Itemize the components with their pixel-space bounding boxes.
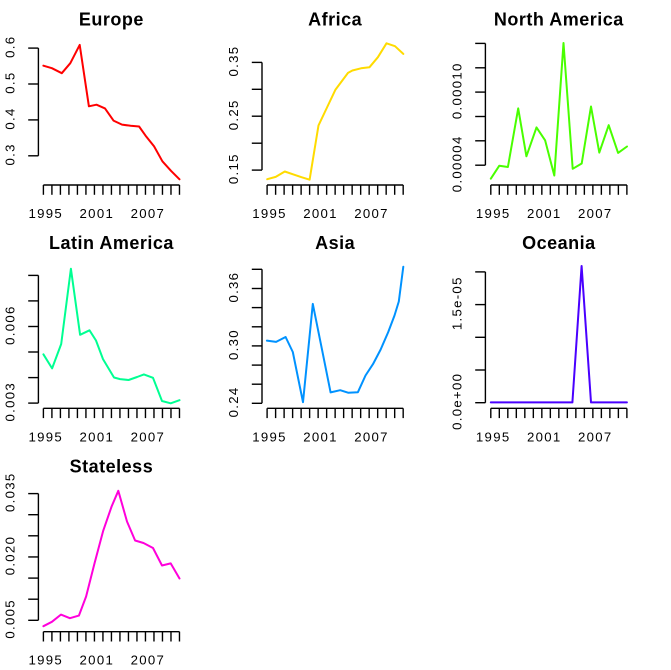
svg-text:2007: 2007 — [131, 206, 166, 221]
svg-text:0.30: 0.30 — [226, 329, 241, 360]
svg-text:Asia: Asia — [315, 233, 356, 253]
svg-text:0.24: 0.24 — [226, 386, 241, 417]
svg-text:Stateless: Stateless — [70, 456, 154, 476]
svg-text:0.36: 0.36 — [226, 272, 241, 303]
svg-text:2007: 2007 — [354, 429, 389, 444]
svg-text:2007: 2007 — [354, 206, 389, 221]
svg-text:2001: 2001 — [80, 206, 115, 221]
svg-text:North America: North America — [494, 10, 624, 30]
svg-text:0.00004: 0.00004 — [449, 135, 464, 192]
svg-text:1995: 1995 — [252, 206, 287, 221]
svg-text:0.6: 0.6 — [2, 36, 17, 58]
svg-text:Oceania: Oceania — [522, 233, 596, 253]
svg-text:1995: 1995 — [29, 653, 64, 668]
svg-text:0.035: 0.035 — [2, 472, 17, 512]
svg-text:1.5e-05: 1.5e-05 — [449, 276, 464, 330]
svg-text:0.020: 0.020 — [2, 536, 17, 576]
svg-text:0.4: 0.4 — [2, 107, 17, 129]
svg-text:1995: 1995 — [252, 429, 287, 444]
svg-text:Africa: Africa — [308, 10, 363, 30]
svg-text:Latin America: Latin America — [49, 233, 174, 253]
svg-text:2007: 2007 — [131, 429, 166, 444]
svg-text:0.25: 0.25 — [226, 99, 241, 130]
svg-text:0.15: 0.15 — [226, 153, 241, 184]
svg-text:Europe: Europe — [79, 10, 144, 30]
svg-text:2007: 2007 — [578, 206, 613, 221]
svg-text:1995: 1995 — [476, 206, 511, 221]
svg-text:0.0e+00: 0.0e+00 — [449, 373, 464, 430]
svg-text:2007: 2007 — [131, 653, 166, 668]
svg-text:2007: 2007 — [578, 429, 613, 444]
svg-text:0.006: 0.006 — [2, 305, 17, 345]
svg-text:2001: 2001 — [527, 429, 562, 444]
svg-text:2001: 2001 — [80, 429, 115, 444]
svg-text:0.35: 0.35 — [226, 46, 241, 77]
svg-text:0.5: 0.5 — [2, 71, 17, 93]
svg-text:0.003: 0.003 — [2, 382, 17, 422]
svg-text:2001: 2001 — [303, 429, 338, 444]
svg-text:2001: 2001 — [527, 206, 562, 221]
svg-text:2001: 2001 — [303, 206, 338, 221]
svg-text:0.00010: 0.00010 — [449, 62, 464, 119]
svg-text:2001: 2001 — [80, 653, 115, 668]
svg-text:1995: 1995 — [29, 429, 64, 444]
svg-text:0.005: 0.005 — [2, 599, 17, 639]
svg-text:1995: 1995 — [476, 429, 511, 444]
svg-text:1995: 1995 — [29, 206, 64, 221]
svg-text:0.3: 0.3 — [2, 143, 17, 165]
